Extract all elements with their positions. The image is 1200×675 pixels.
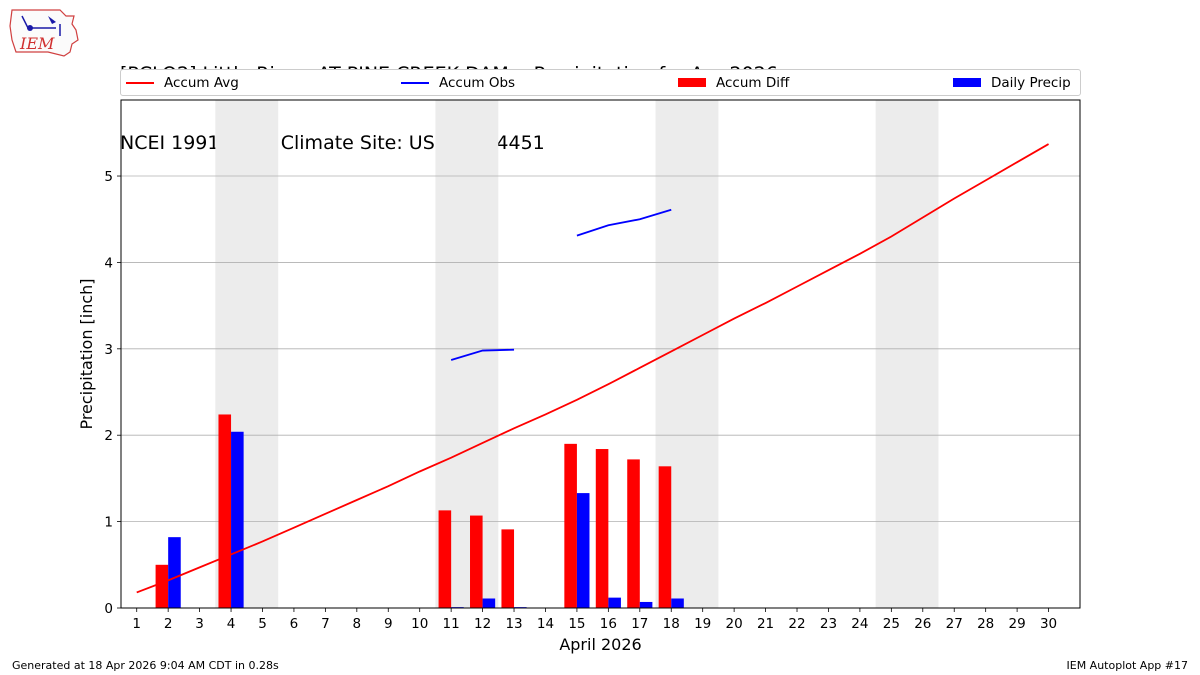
- legend-daily-precip-label: Daily Precip: [991, 74, 1071, 91]
- x-tick-label: 4: [227, 616, 236, 632]
- x-tick-label: 23: [820, 616, 837, 632]
- bar-daily-precip: [482, 598, 496, 608]
- x-tick-label: 17: [631, 616, 648, 632]
- x-tick-label: 29: [1009, 616, 1026, 632]
- line-accum-avg: [136, 143, 1050, 594]
- y-tick-label: 2: [104, 428, 113, 444]
- bar-daily-precip: [671, 598, 684, 608]
- x-tick-label: 5: [258, 616, 267, 632]
- x-tick-label: 2: [164, 616, 173, 632]
- x-tick-label: 22: [788, 616, 805, 632]
- x-axis-label: April 2026: [559, 635, 641, 654]
- x-tick-label: 19: [694, 616, 711, 632]
- bar-accum-diff: [627, 459, 640, 608]
- y-tick-label: 5: [104, 169, 113, 185]
- bar-accum-diff: [501, 529, 515, 608]
- x-tick-label: 26: [914, 616, 931, 632]
- x-tick-label: 21: [757, 616, 774, 632]
- bar-daily-precip: [639, 601, 653, 608]
- x-tick-label: 7: [321, 616, 330, 632]
- y-tick-label: 0: [104, 601, 113, 617]
- x-tick-label: 28: [977, 616, 994, 632]
- legend-accum-avg: Accum Avg: [126, 70, 239, 95]
- bar-accum-diff: [155, 564, 169, 608]
- legend-accum-obs-label: Accum Obs: [439, 74, 516, 91]
- x-tick-label: 30: [1040, 616, 1057, 632]
- y-tick-label: 1: [104, 515, 113, 531]
- bar-daily-precip: [608, 597, 621, 608]
- x-tick-label: 27: [946, 616, 963, 632]
- x-tick-label: 11: [443, 616, 460, 632]
- weekend-band: [875, 100, 939, 608]
- x-tick-label: 14: [537, 616, 554, 632]
- bar-accum-diff: [564, 443, 577, 608]
- x-tick-label: 25: [883, 616, 900, 632]
- x-tick-label: 13: [505, 616, 522, 632]
- plot-frame: [120, 99, 1081, 609]
- bar-daily-precip: [168, 537, 181, 608]
- x-tick-label: 12: [474, 616, 491, 632]
- x-tick-label: 20: [726, 616, 743, 632]
- x-tick-label: 6: [290, 616, 299, 632]
- bar-daily-precip: [576, 493, 590, 608]
- x-tick-label: 15: [568, 616, 585, 632]
- x-tick-label: 9: [384, 616, 393, 632]
- legend: Accum Avg Accum Obs Accum Diff Daily Pre…: [120, 69, 1081, 96]
- x-tick-label: 10: [411, 616, 428, 632]
- legend-accum-obs: Accum Obs: [401, 70, 515, 95]
- legend-accum-avg-label: Accum Avg: [164, 74, 239, 91]
- footer-app: IEM Autoplot App #17: [1066, 659, 1189, 672]
- legend-daily-precip: Daily Precip: [953, 70, 1071, 95]
- legend-accum-diff: Accum Diff: [678, 70, 789, 95]
- iem-logo: IEM: [9, 9, 79, 57]
- bar-accum-diff: [658, 466, 672, 608]
- y-axis-label: Precipitation [inch]: [77, 278, 96, 429]
- legend-accum-obs-swatch: [401, 81, 429, 84]
- legend-accum-diff-swatch: [678, 78, 706, 87]
- line-accum-obs: [450, 348, 515, 361]
- legend-accum-diff-label: Accum Diff: [716, 74, 790, 91]
- x-tick-label: 3: [195, 616, 204, 632]
- x-tick-label: 16: [600, 616, 617, 632]
- legend-accum-avg-swatch: [126, 81, 154, 84]
- y-tick-label: 4: [104, 255, 113, 271]
- legend-daily-precip-swatch: [953, 78, 981, 87]
- bar-accum-diff: [438, 510, 452, 608]
- x-tick-label: 8: [353, 616, 362, 632]
- bar-accum-diff: [218, 414, 232, 608]
- bar-daily-precip: [231, 431, 244, 608]
- x-tick-label: 1: [132, 616, 141, 632]
- bar-accum-diff: [595, 449, 609, 608]
- footer-generated: Generated at 18 Apr 2026 9:04 AM CDT in …: [12, 659, 279, 672]
- x-tick-label: 18: [663, 616, 680, 632]
- x-tick-label: 24: [851, 616, 868, 632]
- y-tick-label: 3: [104, 342, 113, 358]
- bar-accum-diff: [470, 515, 483, 608]
- line-accum-obs: [576, 208, 672, 237]
- logo-text: IEM: [19, 34, 55, 53]
